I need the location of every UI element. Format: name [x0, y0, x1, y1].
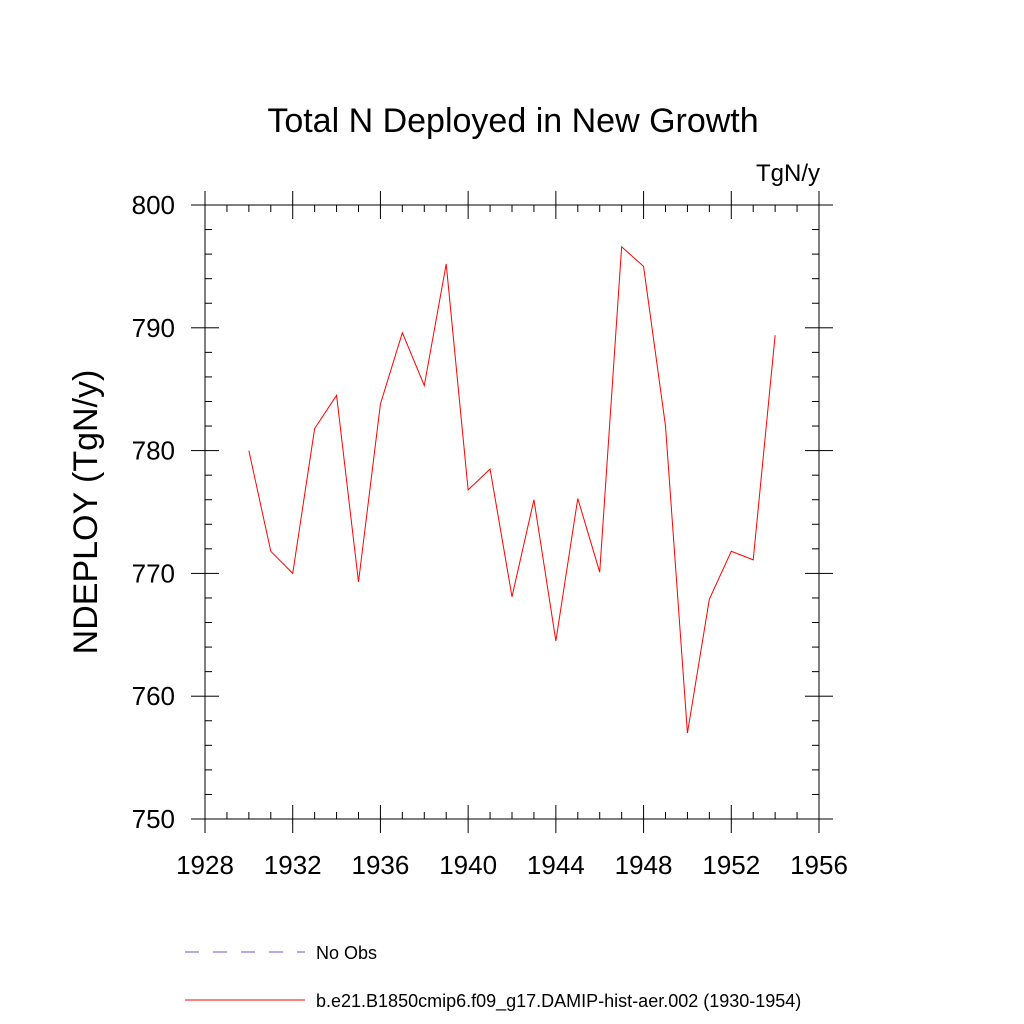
- y-axis-label: NDEPLOY (TgN/y): [67, 370, 105, 655]
- x-tick-label: 1932: [264, 850, 322, 880]
- series-layer: [248, 245, 776, 734]
- plot-frame: [204, 204, 820, 820]
- chart-title: Total N Deployed in New Growth: [267, 102, 758, 140]
- legend: No Obs b.e21.B1850cmip6.f09_g17.DAMIP-hi…: [185, 943, 801, 1012]
- y-tick-label: 770: [132, 558, 175, 588]
- y-tick-label: 800: [132, 190, 175, 220]
- y-tick-label: 760: [132, 681, 175, 711]
- units-label: TgN/y: [756, 160, 820, 187]
- x-tick-label: 1956: [790, 850, 848, 880]
- y-tick-label: 780: [132, 436, 175, 466]
- legend-label-no-obs: No Obs: [316, 943, 377, 963]
- y-tick-label: 750: [132, 804, 175, 834]
- x-tick-label: 1940: [439, 850, 497, 880]
- y-tick-label: 790: [132, 313, 175, 343]
- series-line: [248, 245, 776, 734]
- legend-label-series: b.e21.B1850cmip6.f09_g17.DAMIP-hist-aer.…: [316, 991, 801, 1012]
- x-tick-label: 1936: [352, 850, 410, 880]
- x-axis-ticks: 1928 1932 1936 1940 1944 1948 1952 1956: [176, 191, 848, 880]
- x-tick-label: 1952: [702, 850, 760, 880]
- y-axis-ticks: 750 760 770 780 790 800: [132, 190, 833, 834]
- x-tick-label: 1928: [176, 850, 234, 880]
- x-tick-label: 1944: [527, 850, 585, 880]
- x-tick-label: 1948: [615, 850, 673, 880]
